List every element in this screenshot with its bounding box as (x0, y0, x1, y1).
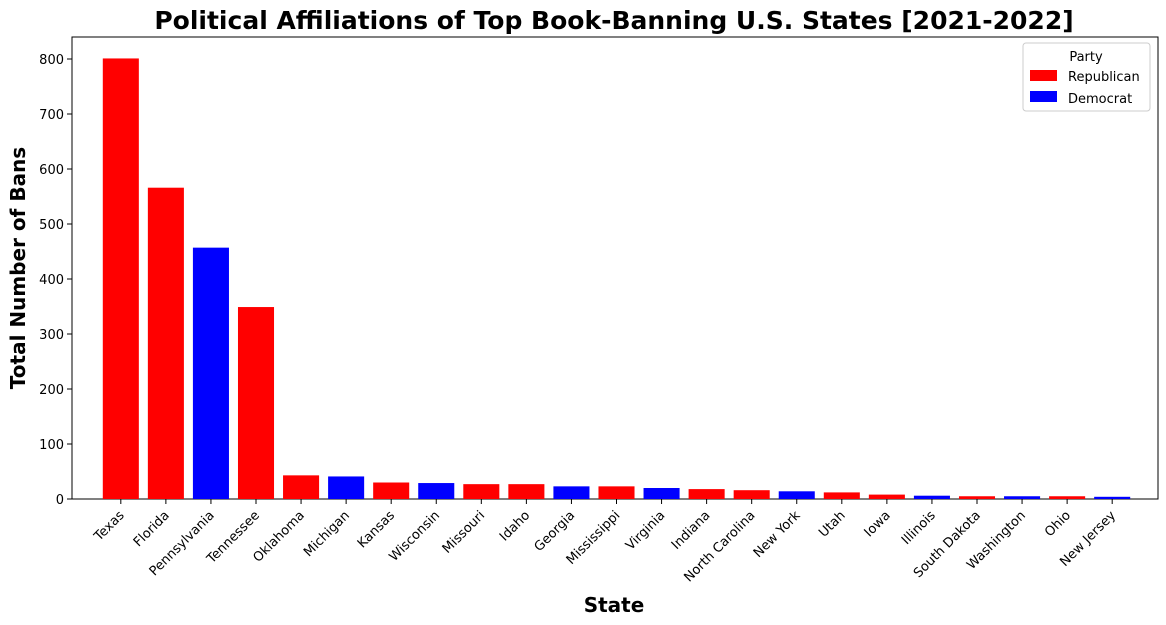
bar-pennsylvania (192, 247, 229, 499)
legend: Party Republican Democrat (1022, 42, 1151, 112)
x-tick-label-georgia: Georgia (532, 508, 579, 555)
y-tick-label-100: 100 (39, 438, 64, 453)
x-tick-label-new-york: New York (751, 508, 804, 561)
bar-georgia (553, 486, 590, 499)
x-tick-label-ohio: Ohio (1042, 508, 1074, 540)
bar-north-carolina (733, 490, 770, 499)
bar-new-jersey (1094, 496, 1131, 499)
legend-swatch-republican (1030, 70, 1057, 81)
bar-oklahoma (283, 475, 320, 499)
x-tick-label-florida: Florida (131, 508, 173, 550)
x-tick-label-illinois: Illinois (899, 508, 939, 548)
bar-michigan (328, 476, 365, 499)
bar-missouri (463, 484, 500, 499)
x-tick-label-idaho: Idaho (497, 508, 533, 544)
x-tick-label-michigan: Michigan (301, 508, 353, 560)
x-tick-label-iowa: Iowa (862, 508, 894, 540)
bars (102, 58, 1131, 499)
bar-tennessee (237, 307, 275, 499)
bar-kansas (373, 482, 410, 499)
y-tick-label-400: 400 (39, 273, 64, 288)
x-tick-label-utah: Utah (816, 508, 848, 540)
bar-utah (823, 492, 860, 499)
bar-south-dakota (958, 496, 996, 499)
y-tick-label-600: 600 (39, 163, 64, 178)
bar-florida (147, 187, 184, 499)
legend-label-republican: Republican (1068, 70, 1140, 85)
x-tick-label-missouri: Missouri (440, 508, 488, 556)
bar-wisconsin (418, 483, 455, 499)
bar-iowa (868, 494, 905, 499)
x-tick-label-virginia: Virginia (623, 508, 668, 553)
y-tick-label-700: 700 (39, 108, 64, 123)
y-tick-label-500: 500 (39, 218, 64, 233)
legend-title: Party (1069, 50, 1103, 65)
legend-swatch-democrat (1030, 91, 1057, 102)
bar-texas (102, 58, 139, 499)
y-tick-label-200: 200 (39, 383, 64, 398)
x-axis-ticks: Texas FloridaPennsylvaniaTennesseeOklahom… (91, 499, 1119, 585)
x-axis-label: State (584, 593, 645, 617)
bar-new-york (778, 491, 815, 499)
axes-frame (71, 36, 1159, 500)
bar-ohio (1049, 496, 1086, 499)
bar-virginia (643, 488, 680, 499)
legend-label-democrat: Democrat (1068, 92, 1132, 107)
y-axis-label: Total Number of Bans (6, 147, 30, 389)
x-tick-label-kansas: Kansas (355, 508, 398, 551)
y-axis-ticks: 0 100 200 300 400 500 600 700 800 (39, 53, 72, 508)
bar-idaho (508, 484, 545, 499)
bar-washington (1004, 496, 1041, 499)
bar-illinois (913, 495, 950, 499)
chart-title: Political Affiliations of Top Book-Banni… (154, 6, 1073, 35)
bar-indiana (688, 489, 725, 499)
x-tick-label-texas: Texas (91, 508, 128, 545)
y-tick-label-0: 0 (56, 493, 64, 508)
x-tick-label-indiana: Indiana (669, 508, 714, 553)
y-tick-label-800: 800 (39, 53, 64, 68)
plot-area: 0 100 200 300 400 500 600 700 800 Texas FloridaPe… (39, 36, 1159, 585)
y-tick-label-300: 300 (39, 328, 64, 343)
bar-mississippi (598, 486, 635, 499)
